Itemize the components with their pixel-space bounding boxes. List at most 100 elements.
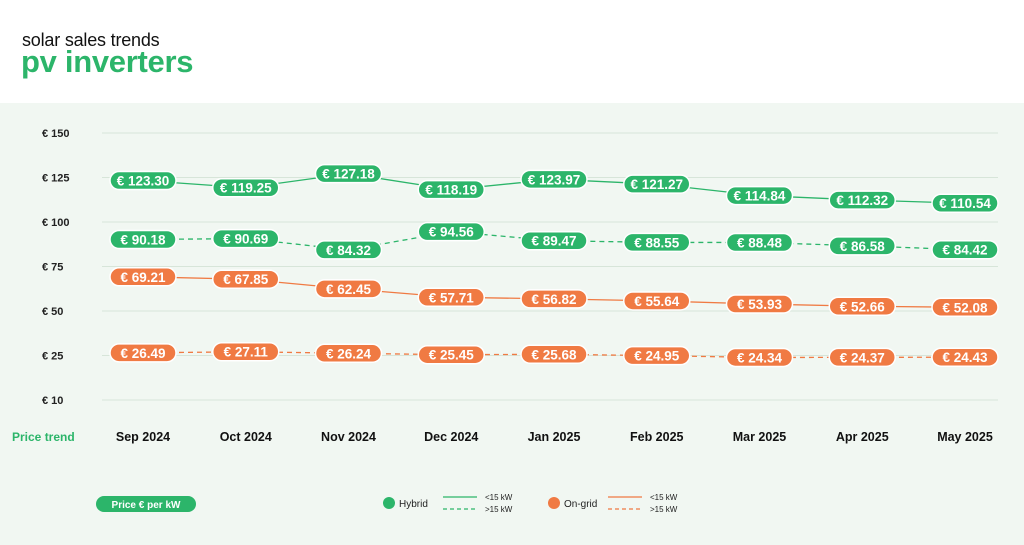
data-point-pill [109,267,177,287]
data-point-pill [931,347,999,367]
legend-label: On-grid [564,499,597,510]
data-point-pill [520,289,588,309]
data-label-text: € 62.45 [326,282,372,297]
y-tick-label: € 25 [42,351,63,363]
data-label: € 24.43 [931,347,999,367]
series-line-hybrid-dashed [142,231,966,251]
data-label: € 114.84 [725,185,794,206]
data-point-pill [931,239,999,260]
chart-subtitle: solar sales trends [22,30,160,50]
data-label-text: € 121.27 [630,177,683,192]
data-point-pill [109,343,177,363]
data-label-text: € 88.55 [634,235,680,250]
data-label-text: € 86.58 [840,239,886,254]
data-label-text: € 127.18 [322,167,375,182]
data-label-text: € 57.71 [429,290,475,305]
x-tick-label: Nov 2024 [321,430,376,444]
data-label-text: € 90.69 [223,232,268,247]
data-label-text: € 52.66 [840,299,886,314]
data-point-pill [109,170,177,191]
data-label: € 89.47 [520,230,588,251]
data-label: € 62.45 [314,279,383,299]
data-point-pill [828,236,896,256]
legend-dashed-label: >15 kW [650,505,678,514]
data-point-pill [725,347,794,368]
data-label: € 86.58 [828,236,896,256]
data-point-pill [417,221,485,242]
data-point-pill [623,345,691,366]
legend-solid-label: <15 kW [650,493,678,502]
data-point-pill [212,269,280,289]
data-label-text: € 112.32 [836,193,888,208]
data-point-pill [828,190,896,210]
legend-label: Hybrid [399,499,428,510]
data-label: € 26.49 [109,343,177,363]
data-label-text: € 118.19 [425,183,477,198]
x-tick-label: Jan 2025 [528,430,581,444]
legend-dot [548,497,560,509]
data-label: € 90.18 [109,229,177,250]
data-label: € 123.97 [520,169,588,190]
data-point-pill [314,279,383,299]
data-label-text: € 56.82 [531,292,576,307]
data-label: € 88.55 [623,232,691,253]
data-point-pill [931,297,999,318]
data-label-text: € 27.11 [224,345,269,360]
data-label-text: € 69.21 [120,270,166,285]
data-point-pill [417,287,485,308]
data-label-text: € 90.18 [120,232,166,247]
data-point-pill [931,193,999,213]
data-point-pill [623,291,691,311]
data-point-pill [417,179,485,200]
data-label-text: € 55.64 [634,294,680,309]
data-label: € 112.32 [828,190,896,210]
data-label-text: € 84.32 [326,243,371,258]
data-labels: € 123.30 € 119.25 € 127.18 € 118.19 € 123.97… [109,163,999,368]
data-point-pill [417,344,485,365]
axis-labels: € 150 € 125 € 100 € 75 € 50 € 25 € 10 Price tre… [12,128,993,444]
data-label-text: € 110.54 [939,196,991,211]
data-label: € 84.42 [931,239,999,260]
data-point-pill [725,185,794,206]
data-label: € 121.27 [623,174,691,194]
data-point-pill [520,230,588,251]
chart-title: pv inverters [21,44,194,79]
data-label: € 24.34 [725,347,794,368]
data-label: € 25.45 [417,344,485,365]
data-label-text: € 123.97 [528,172,581,187]
x-tick-label: Oct 2024 [220,430,272,444]
legend-dashed-label: >15 kW [485,505,513,514]
data-point-pill [520,344,588,365]
data-label: € 24.37 [828,347,896,368]
data-label-text: € 84.42 [942,243,987,258]
legend-group-ongrid: On-grid <15 kW >15 kW [548,493,678,514]
x-tick-label: Apr 2025 [836,430,889,444]
y-tick-label: € 10 [42,395,63,407]
x-tick-label: Feb 2025 [630,430,684,444]
data-label-text: € 25.45 [429,348,475,363]
series-line-ongrid-dashed [142,351,966,359]
data-point-pill [520,169,588,190]
y-tick-label: € 75 [42,262,63,274]
data-label-text: € 114.84 [734,189,786,204]
data-label: € 88.48 [725,232,794,253]
x-tick-label: Dec 2024 [424,430,478,444]
data-point-pill [109,229,177,250]
data-label-text: € 53.93 [737,297,783,312]
data-label: € 55.64 [623,291,691,311]
data-label-text: € 26.49 [120,346,165,361]
data-label: € 127.18 [314,163,383,184]
data-label: € 110.54 [931,193,999,213]
x-tick-label: May 2025 [937,430,993,444]
data-label: € 69.21 [109,267,177,287]
y-tick-label: € 100 [42,217,70,229]
data-label-text: € 88.48 [737,236,783,251]
data-label: € 56.82 [520,289,588,309]
data-label-text: € 24.95 [634,349,680,364]
data-point-pill [212,177,280,198]
legend-solid-label: <15 kW [485,493,513,502]
row-label: Price trend [12,430,75,444]
data-point-pill [314,240,383,260]
data-label: € 24.95 [623,345,691,366]
